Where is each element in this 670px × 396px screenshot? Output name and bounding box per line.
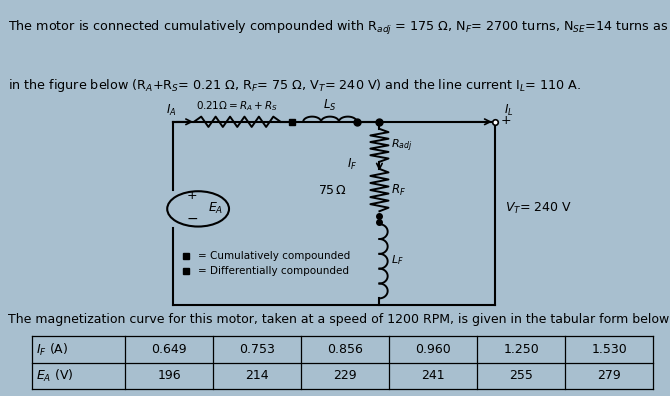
Text: $E_A$: $E_A$ — [208, 201, 224, 217]
Text: 255: 255 — [509, 369, 533, 383]
Text: = Cumulatively compounded: = Cumulatively compounded — [198, 251, 350, 261]
Text: +: + — [187, 189, 197, 202]
Text: $75\,\Omega$: $75\,\Omega$ — [318, 184, 346, 196]
Text: $V_T$= 240 V: $V_T$= 240 V — [505, 201, 572, 217]
Text: +: + — [501, 114, 512, 127]
Text: $L_F$: $L_F$ — [391, 253, 404, 267]
Text: 0.753: 0.753 — [239, 343, 275, 356]
Text: $I_L$: $I_L$ — [505, 103, 514, 118]
Text: $E_A$ (V): $E_A$ (V) — [36, 368, 73, 384]
Text: = Differentially compounded: = Differentially compounded — [198, 266, 349, 276]
Text: $I_A$: $I_A$ — [166, 103, 177, 118]
Text: 241: 241 — [421, 369, 445, 383]
Text: $0.21\Omega= R_A + R_S$: $0.21\Omega= R_A + R_S$ — [196, 99, 278, 112]
Text: 214: 214 — [245, 369, 269, 383]
Text: 229: 229 — [334, 369, 357, 383]
Text: 1.530: 1.530 — [592, 343, 627, 356]
Text: in the figure below (R$_A$+R$_S$= 0.21 Ω, R$_F$= 75 Ω, V$_T$= 240 V) and the lin: in the figure below (R$_A$+R$_S$= 0.21 Ω… — [8, 77, 582, 94]
Text: $I_F$ (A): $I_F$ (A) — [36, 341, 68, 358]
Text: $L_S$: $L_S$ — [323, 98, 337, 113]
Text: 0.649: 0.649 — [151, 343, 187, 356]
Text: $-$: $-$ — [186, 211, 198, 225]
Text: $R_F$: $R_F$ — [391, 183, 406, 198]
Text: The magnetization curve for this motor, taken at a speed of 1200 RPM, is given i: The magnetization curve for this motor, … — [8, 313, 670, 326]
Text: The motor is connected cumulatively compounded with R$_{adj}$ = 175 Ω, N$_F$= 27: The motor is connected cumulatively comp… — [8, 19, 670, 37]
Text: 279: 279 — [598, 369, 621, 383]
Text: 196: 196 — [157, 369, 181, 383]
Text: 0.856: 0.856 — [328, 343, 363, 356]
Text: 0.960: 0.960 — [415, 343, 451, 356]
Text: 1.250: 1.250 — [503, 343, 539, 356]
Text: $R_{adj}$: $R_{adj}$ — [391, 137, 413, 154]
Text: $I_F$: $I_F$ — [348, 157, 358, 172]
